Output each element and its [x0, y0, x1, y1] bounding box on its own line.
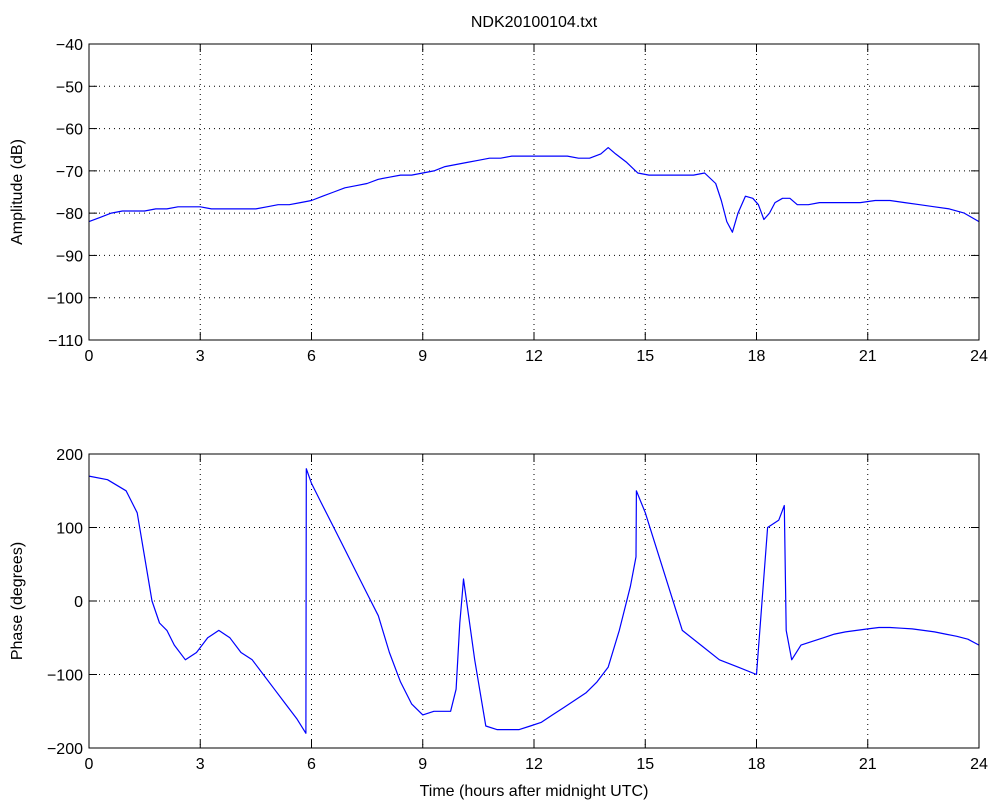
amplitude-grid: [89, 44, 979, 340]
y-tick-label: −80: [56, 206, 83, 223]
x-tick-label: 18: [748, 756, 766, 773]
amplitude-ticks: 0 3 6 9 12 15 18 21 24 −40 −50 −60 −70 −80 −90 −100 −110: [47, 37, 988, 365]
y-tick-label: −40: [56, 37, 83, 54]
x-tick-label: 9: [418, 756, 427, 773]
x-tick-label: 21: [859, 756, 877, 773]
x-tick-label: 3: [196, 348, 205, 365]
amplitude-series: [88, 147, 980, 233]
x-tick-label: 12: [525, 756, 543, 773]
x-tick-label: 18: [748, 348, 766, 365]
phase-series: [88, 468, 980, 734]
phase-y-axis-label: Phase (degrees): [9, 542, 26, 660]
y-tick-label: −60: [56, 122, 83, 139]
y-tick-label: −200: [47, 741, 83, 758]
x-tick-label: 0: [85, 756, 94, 773]
series-line: [88, 468, 980, 734]
phase-panel: 0 3 6 9 12 15 18 21 24 200 100 0 −100 −200 Time (hour…: [9, 447, 988, 800]
y-tick-label: −50: [56, 79, 83, 96]
x-tick-label: 6: [307, 348, 316, 365]
phase-ticks: 0 3 6 9 12 15 18 21 24 200 100 0 −100 −200: [47, 447, 988, 773]
x-tick-label: 0: [85, 348, 94, 365]
x-tick-label: 3: [196, 756, 205, 773]
y-tick-label: 200: [56, 447, 83, 464]
x-tick-label: 24: [970, 348, 988, 365]
phase-x-axis-label: Time (hours after midnight UTC): [420, 783, 649, 800]
y-tick-label: −100: [47, 668, 83, 685]
y-tick-label: −110: [48, 333, 83, 350]
y-tick-label: −70: [56, 164, 83, 181]
x-tick-label: 9: [418, 348, 427, 365]
x-tick-label: 6: [307, 756, 316, 773]
x-tick-label: 15: [636, 756, 654, 773]
y-tick-label: −90: [56, 248, 83, 265]
x-tick-label: 24: [970, 756, 988, 773]
amplitude-panel: 0 3 6 9 12 15 18 21 24 −40 −50 −60 −70 −80 −90 −100 −110…: [9, 14, 988, 365]
x-tick-label: 21: [859, 348, 877, 365]
x-tick-label: 15: [636, 348, 654, 365]
phase-grid: [89, 454, 979, 748]
y-tick-label: 0: [74, 594, 83, 611]
chart-title: NDK20100104.txt: [471, 14, 598, 31]
amplitude-y-axis-label: Amplitude (dB): [9, 139, 26, 245]
series-line: [88, 147, 980, 233]
y-tick-label: 100: [56, 521, 83, 538]
x-tick-label: 12: [525, 348, 543, 365]
y-tick-label: −100: [47, 291, 83, 308]
